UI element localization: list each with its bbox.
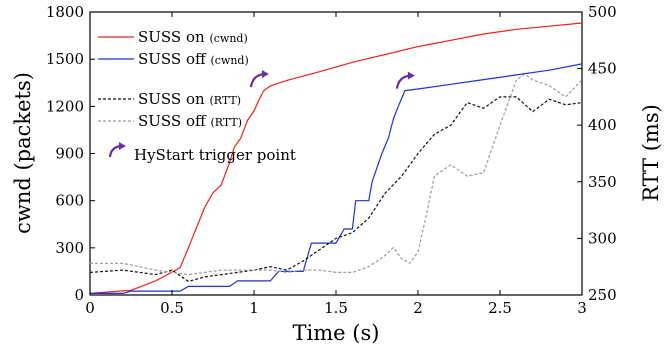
- y-right-tick-label: 450: [588, 60, 617, 78]
- y-right-tick-label: 250: [588, 286, 617, 304]
- legend-label: SUSS on: [138, 28, 205, 46]
- legend: SUSS on (cwnd) SUSS off (cwnd) SUSS on (…: [98, 28, 296, 164]
- svg-text:SUSS on (RTT): SUSS on (RTT): [138, 90, 241, 108]
- legend-entry-cwnd-on: SUSS on (cwnd): [98, 28, 248, 46]
- y-left-axis-ticks: 0 300 600 900 1200 1500 1800: [46, 3, 95, 304]
- x-tick-label: 0.5: [160, 299, 184, 317]
- x-tick-label: 0: [85, 299, 95, 317]
- y-left-tick-label: 0: [74, 286, 84, 304]
- y-left-tick-label: 1500: [46, 50, 84, 68]
- arrowhead-icon: [407, 71, 415, 80]
- y-left-tick-label: 900: [55, 145, 84, 163]
- legend-unit: (RTT): [209, 94, 241, 107]
- legend-entry-rtt-off: SUSS off (RTT): [98, 112, 242, 130]
- y-left-tick-label: 300: [55, 239, 84, 257]
- svg-text:SUSS off (cwnd): SUSS off (cwnd): [138, 50, 249, 68]
- legend-entry-rtt-on: SUSS on (RTT): [98, 90, 241, 108]
- series-line-cwnd-off: [90, 63, 583, 294]
- x-tick-label: 1: [249, 299, 259, 317]
- legend-label: SUSS on: [138, 90, 205, 108]
- svg-text:SUSS on (cwnd): SUSS on (cwnd): [138, 28, 248, 46]
- svg-text:SUSS off (RTT): SUSS off (RTT): [138, 112, 242, 130]
- legend-label: SUSS off: [138, 50, 207, 68]
- y-right-tick-label: 300: [588, 229, 617, 247]
- series-line-rtt-on: [89, 96, 583, 282]
- y-right-tick-label: 500: [588, 3, 617, 21]
- arrowhead-icon: [119, 142, 126, 150]
- arrowhead-icon: [261, 70, 269, 79]
- x-tick-label: 2.5: [488, 299, 512, 317]
- x-tick-label: 3: [577, 299, 587, 317]
- legend-entry-hystart: HyStart trigger point: [108, 142, 296, 164]
- x-tick-label: 2: [413, 299, 423, 317]
- x-tick-label: 1.5: [324, 299, 348, 317]
- y-left-tick-label: 1800: [46, 3, 84, 21]
- y-right-axis-ticks: 250 300 350 400 450 500: [577, 3, 617, 304]
- legend-label: HyStart trigger point: [134, 146, 296, 164]
- series-layer: [89, 22, 583, 294]
- hystart-marker: [395, 71, 415, 89]
- hystart-markers: [249, 70, 415, 89]
- legend-entry-cwnd-off: SUSS off (cwnd): [98, 50, 249, 68]
- x-axis-label: Time (s): [293, 321, 380, 345]
- legend-unit: (cwnd): [210, 54, 248, 67]
- y-right-tick-label: 400: [588, 116, 617, 134]
- y-right-tick-label: 350: [588, 173, 617, 191]
- y-left-axis-label: cwnd (packets): [11, 72, 35, 234]
- legend-unit: (RTT): [210, 116, 242, 129]
- legend-unit: (cwnd): [209, 32, 247, 45]
- hystart-marker: [249, 70, 269, 88]
- legend-label: SUSS off: [138, 112, 207, 130]
- y-left-tick-label: 1200: [46, 97, 84, 115]
- x-axis-ticks: 0 0.5 1 1.5 2 2.5 3: [85, 12, 587, 317]
- series-line-cwnd-on: [89, 22, 583, 294]
- y-right-axis-label: RTT (ms): [639, 104, 663, 202]
- y-left-tick-label: 600: [55, 192, 84, 210]
- series-line-rtt-off: [90, 73, 583, 276]
